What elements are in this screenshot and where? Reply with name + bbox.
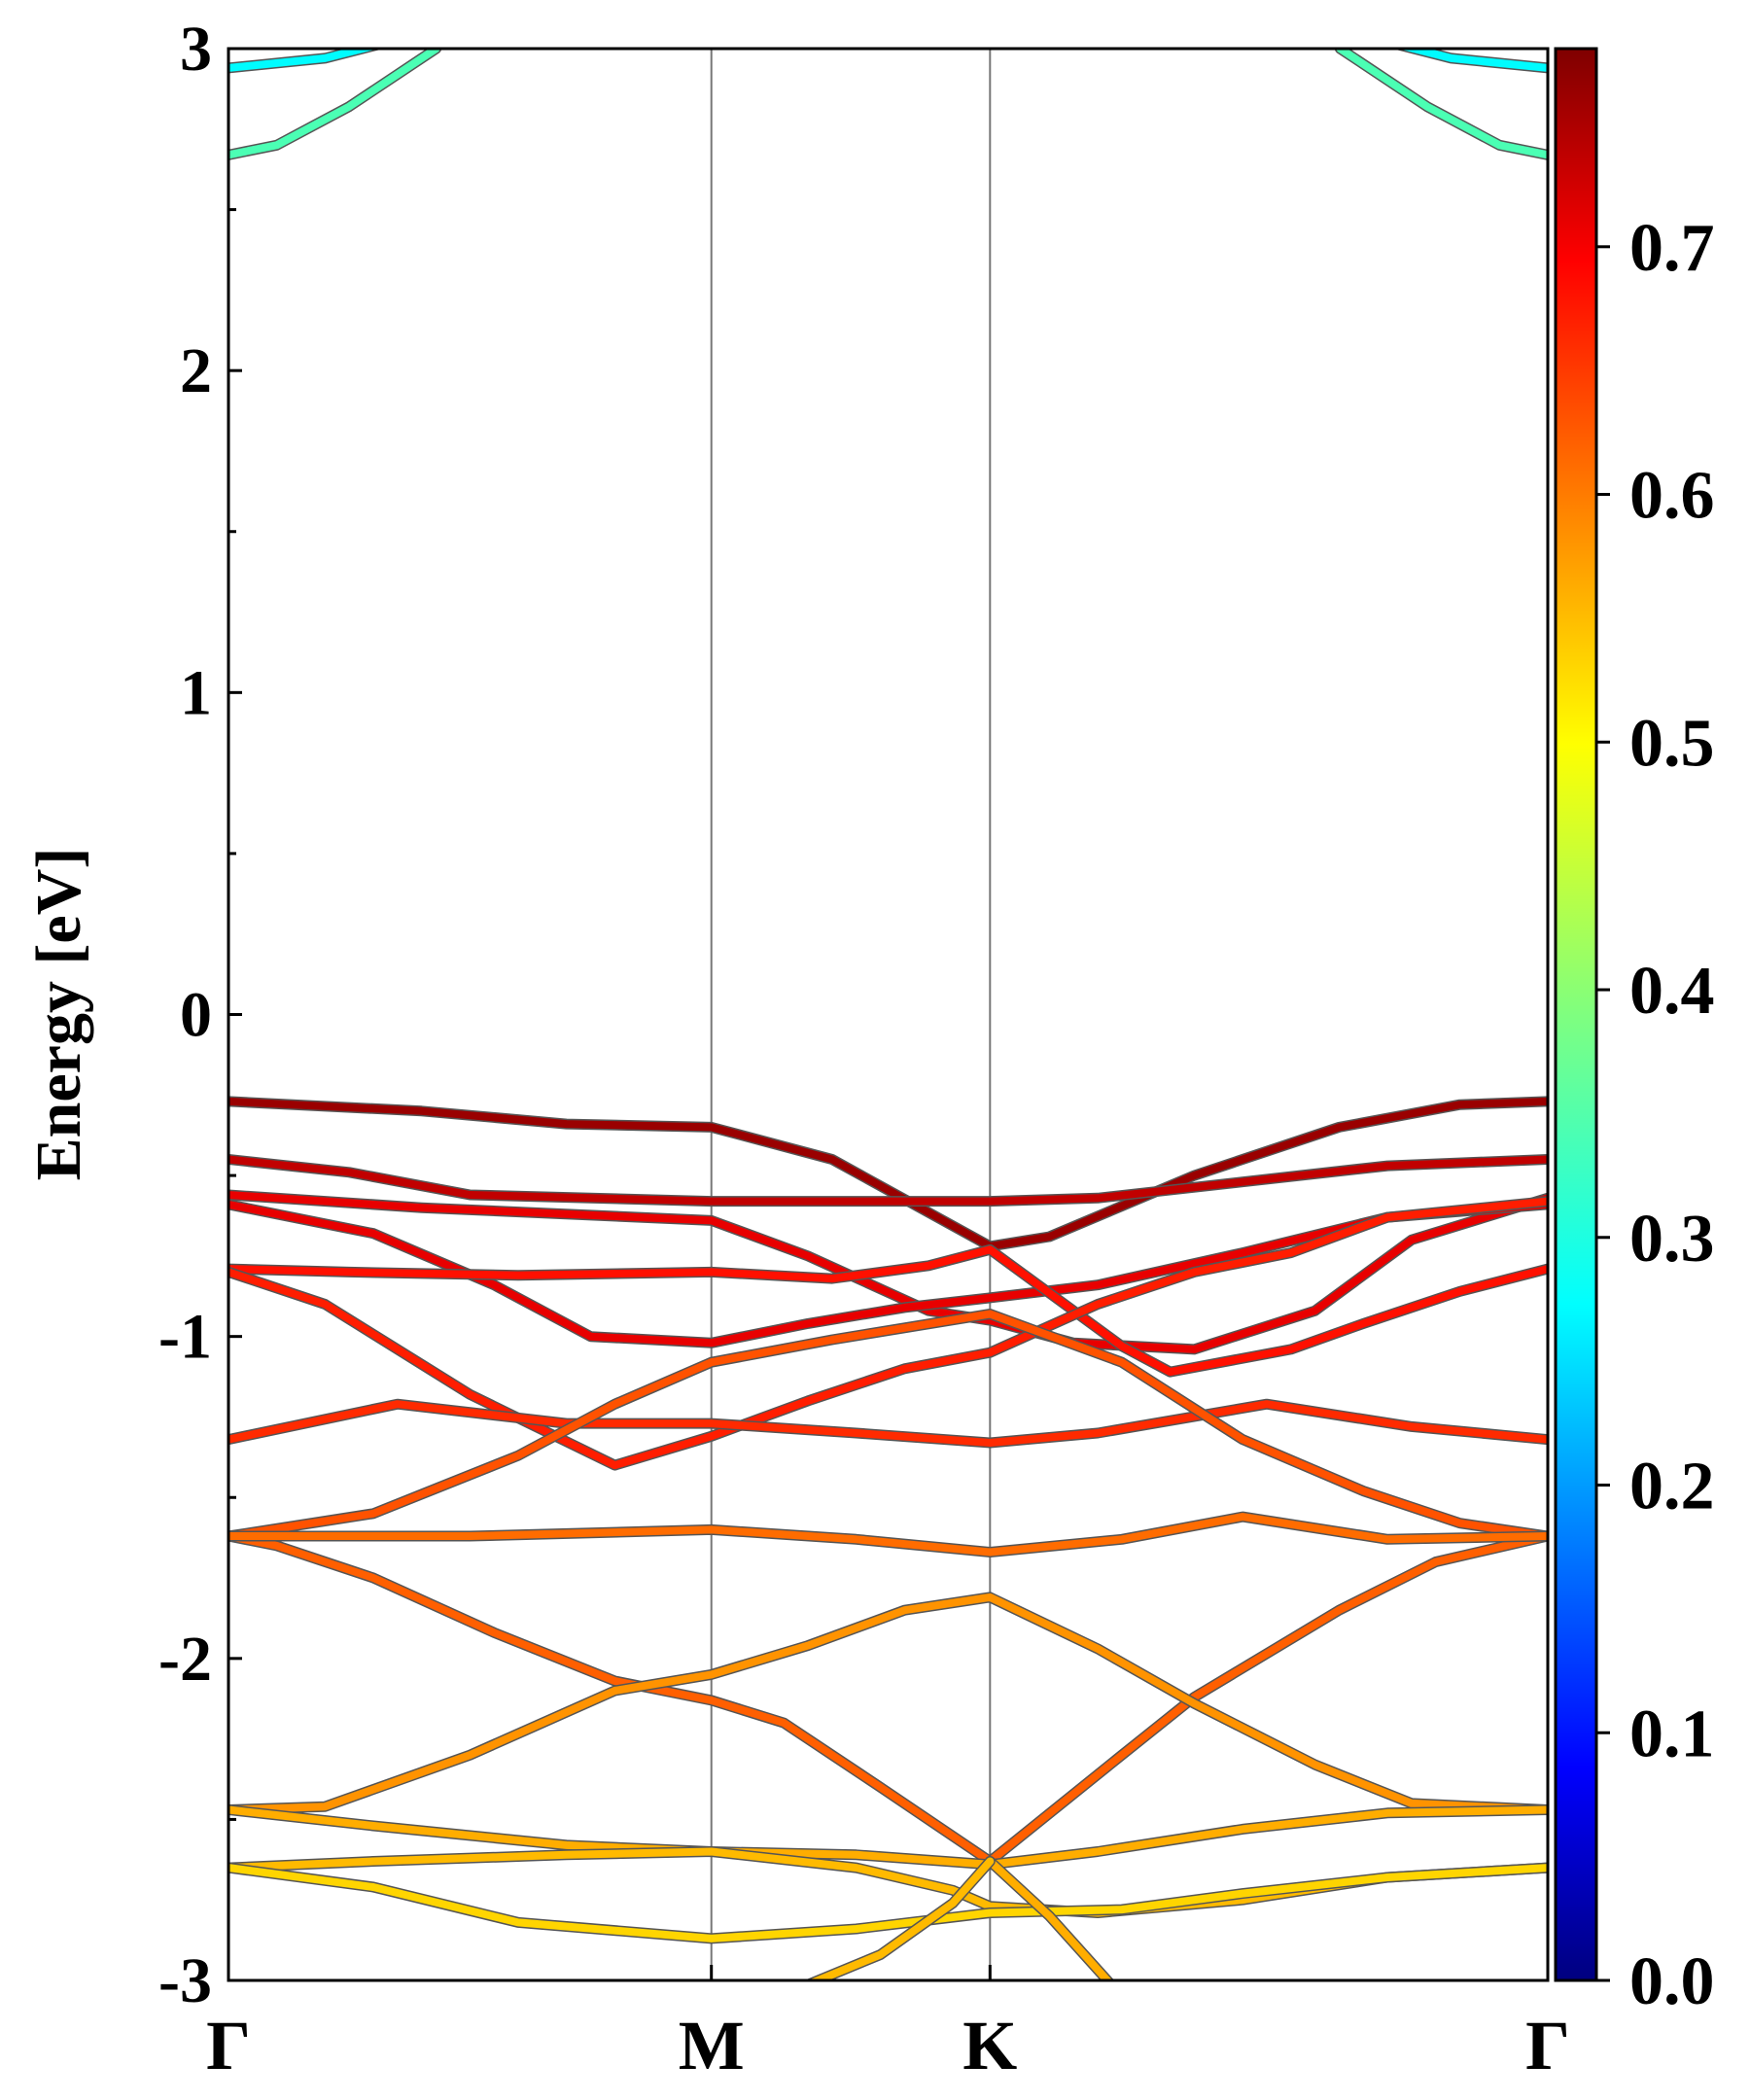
band-12 xyxy=(228,1513,1548,1557)
band-1-mirror xyxy=(1397,49,1548,72)
x-tick-label: K xyxy=(962,2007,1017,2084)
band-2-mirror xyxy=(1336,49,1548,159)
band-10-outline xyxy=(228,1309,1548,1542)
band-7 xyxy=(228,1245,1548,1377)
colorbar-tick-label: 0.6 xyxy=(1629,459,1715,534)
band-5 xyxy=(228,1191,1548,1353)
colorbar-ticks: 0.0 0.1 0.2 0.3 0.4 0.5 0.6 0.7 xyxy=(1596,211,1715,2019)
y-tick-label: 1 xyxy=(180,657,212,728)
colorbar-tick-label: 0.3 xyxy=(1629,1202,1715,1277)
y-tick-label: 0 xyxy=(180,980,212,1051)
colorbar xyxy=(1554,47,1598,1982)
x-tick-label: Γ xyxy=(206,2007,251,2084)
band-2 xyxy=(228,49,440,159)
band-4 xyxy=(228,1155,1548,1206)
band-1 xyxy=(228,49,379,72)
colorbar-tick-label: 0.2 xyxy=(1629,1450,1715,1524)
high-symmetry-lines xyxy=(710,49,992,1980)
band-14 xyxy=(228,1805,1548,1869)
colorbar-tick-label: 0.0 xyxy=(1629,1944,1715,2019)
plot-frame xyxy=(227,47,1550,1982)
y-tick-label: 3 xyxy=(180,14,212,85)
band-10 xyxy=(228,1310,1548,1540)
band-8 xyxy=(228,1197,1548,1470)
band-18 xyxy=(807,1857,995,1980)
band-17 xyxy=(986,1857,1113,1980)
y-axis: 3 2 1 0 -1 -2 -3 xyxy=(158,14,242,2016)
band-11 xyxy=(228,1532,1548,1866)
band-13 xyxy=(228,1592,1548,1814)
y-axis-label: Energy [eV] xyxy=(23,848,94,1181)
x-tick-label: Γ xyxy=(1525,2007,1570,2084)
bands-group xyxy=(228,49,1548,1980)
y-tick-label: -1 xyxy=(158,1302,212,1373)
colorbar-tick-label: 0.4 xyxy=(1629,954,1715,1029)
x-tick-label: M xyxy=(679,2007,745,2084)
colorbar-tick-label: 0.5 xyxy=(1629,706,1715,781)
colorbar-tick-label: 0.7 xyxy=(1629,211,1715,286)
y-tick-label: -3 xyxy=(158,1945,212,2016)
colorbar-tick-label: 0.1 xyxy=(1629,1697,1715,1771)
y-tick-label: 2 xyxy=(180,335,212,406)
band-9 xyxy=(228,1400,1548,1447)
y-tick-label: -2 xyxy=(158,1624,212,1695)
